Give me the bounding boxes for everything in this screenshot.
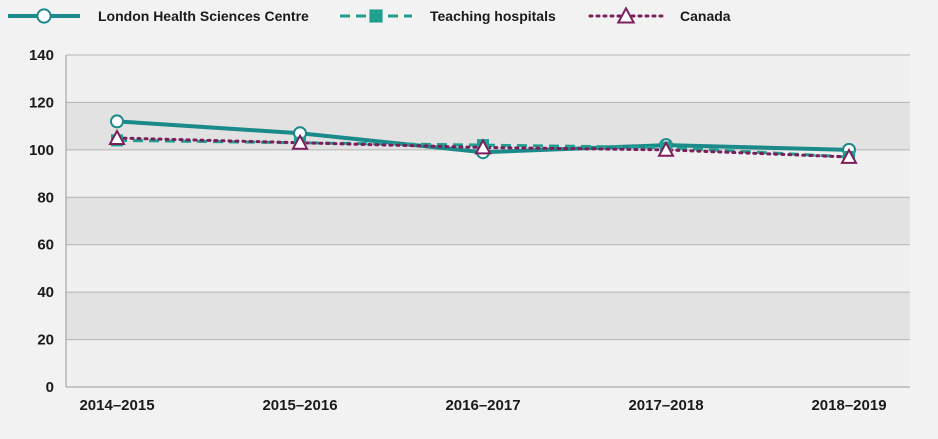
plot-bands bbox=[66, 55, 910, 387]
x-tick-label: 2015–2016 bbox=[262, 397, 337, 414]
x-tick-label: 2017–2018 bbox=[628, 397, 703, 414]
plot-band bbox=[66, 55, 910, 103]
data-point-2-4 bbox=[840, 147, 858, 164]
x-tick-label: 2016–2017 bbox=[445, 397, 520, 414]
legend-label: Canada bbox=[680, 8, 731, 24]
data-point-2-2 bbox=[474, 138, 492, 155]
series-markers bbox=[108, 114, 858, 164]
y-axis: 0 20 40 60 80 100 120 140 bbox=[29, 47, 67, 396]
x-axis: 2014–2015 2015–2016 2016–2017 2017–2018 2018… bbox=[66, 386, 910, 414]
x-tick-label: 2014–2015 bbox=[79, 397, 154, 414]
data-point-0-0 bbox=[110, 114, 124, 129]
y-tick-label: 20 bbox=[37, 332, 54, 349]
legend-marker-1 bbox=[369, 9, 383, 23]
legend-marker-2 bbox=[616, 6, 636, 24]
y-tick-label: 100 bbox=[29, 142, 54, 159]
plot-band bbox=[66, 292, 910, 340]
gridlines bbox=[66, 54, 910, 388]
series-line-1 bbox=[116, 138, 850, 159]
legend: London Health Sciences Centre Teaching ho… bbox=[8, 6, 731, 24]
y-tick-label: 140 bbox=[29, 47, 54, 64]
data-point-2-1 bbox=[291, 133, 309, 150]
legend-label: Teaching hospitals bbox=[430, 8, 556, 24]
legend-label: London Health Sciences Centre bbox=[98, 8, 309, 24]
plot-band bbox=[66, 244, 910, 293]
plot-band bbox=[66, 339, 910, 387]
y-tick-label: 40 bbox=[37, 284, 54, 301]
legend-marker-0 bbox=[36, 8, 52, 24]
y-tick-label: 80 bbox=[37, 189, 54, 206]
plot-band bbox=[66, 149, 910, 198]
x-tick-label: 2018–2019 bbox=[811, 397, 886, 414]
plot-band bbox=[66, 197, 910, 245]
y-tick-label: 120 bbox=[29, 94, 54, 111]
y-tick-label: 60 bbox=[37, 237, 54, 254]
data-point-2-0 bbox=[108, 128, 126, 145]
y-tick-label: 0 bbox=[46, 379, 54, 396]
data-point-2-3 bbox=[657, 140, 675, 157]
